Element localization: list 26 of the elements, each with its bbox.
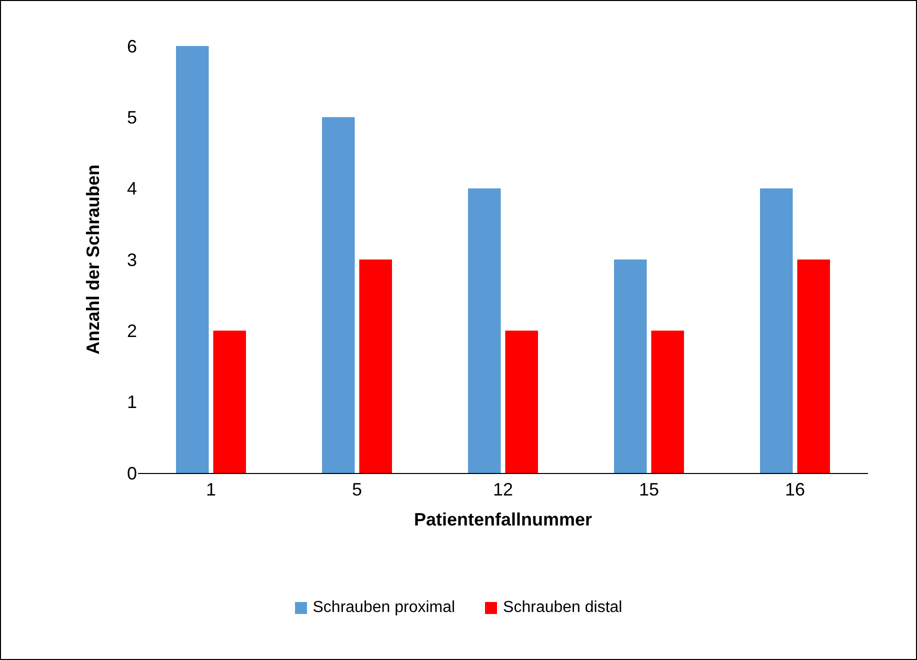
bar (468, 188, 501, 473)
bar (651, 330, 684, 473)
y-tick-label: 3 (126, 250, 137, 270)
legend-label: Schrauben distal (503, 599, 622, 617)
x-tick-label: 5 (352, 480, 362, 500)
x-tick-label: 16 (784, 480, 806, 500)
bar (797, 260, 830, 473)
y-tick-label: 0 (126, 463, 137, 484)
y-tick-label: 4 (126, 178, 137, 199)
x-tick-label: 1 (206, 480, 216, 500)
bar (213, 330, 246, 473)
bar (359, 260, 392, 473)
y-tick-label: 1 (126, 392, 137, 412)
x-tick-label: 15 (638, 480, 660, 500)
bar (322, 117, 355, 473)
bar (760, 188, 793, 473)
bar (176, 46, 209, 473)
legend-label: Schrauben proximal (312, 599, 456, 617)
y-axis-title: Anzahl der Schrauben (83, 164, 104, 355)
y-tick-label: 6 (126, 36, 137, 56)
bar (614, 260, 647, 473)
y-tick-label: 5 (126, 107, 137, 128)
x-axis-title: Patientenfallnummer (414, 510, 592, 530)
bar (505, 330, 538, 473)
y-tick-label: 2 (126, 320, 137, 341)
x-tick-label: 12 (492, 480, 514, 500)
